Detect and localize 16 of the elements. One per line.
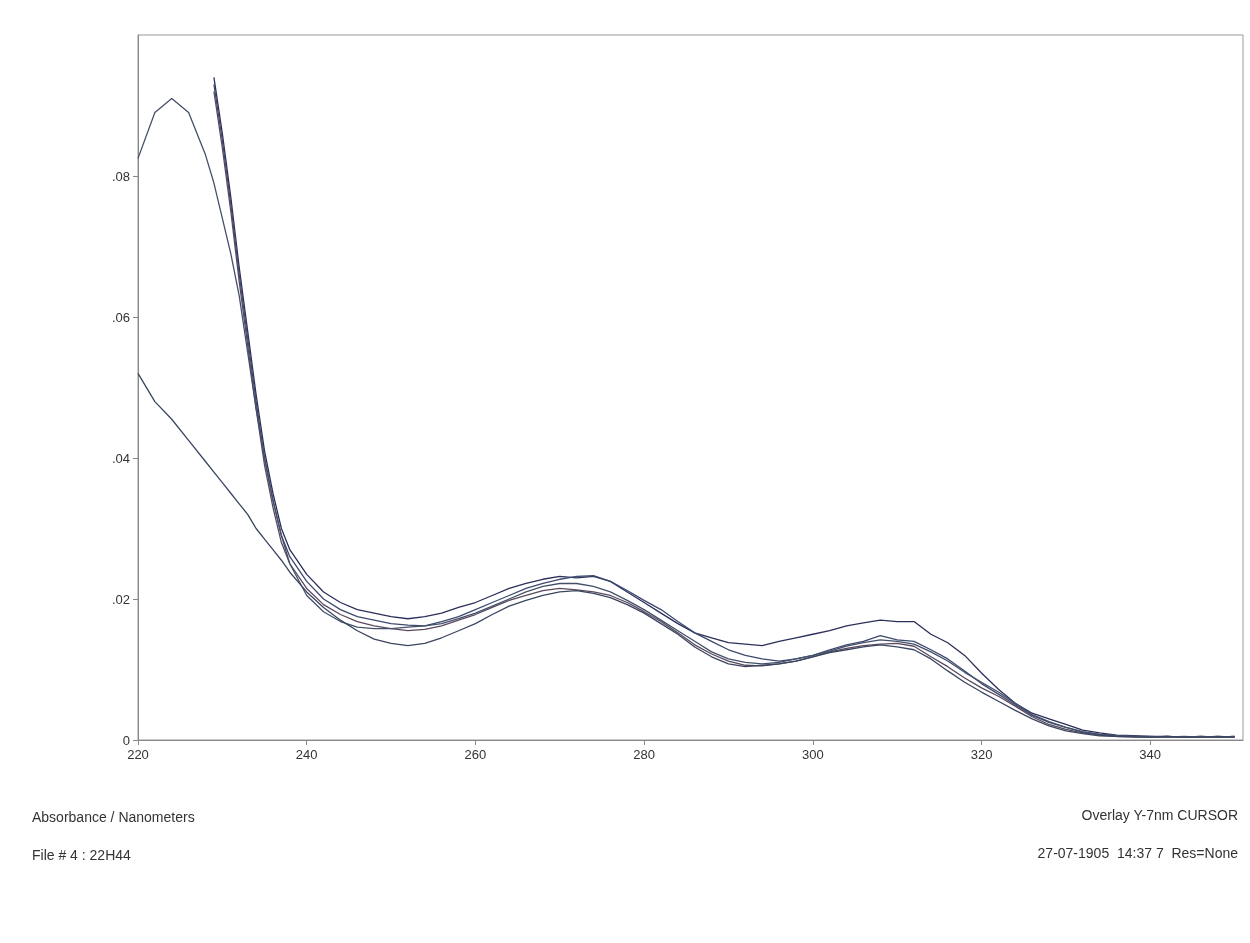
- text: 27-07-1905 14:37 7 Res=None: [1037, 845, 1239, 861]
- y-tick-label: .06: [111, 309, 130, 325]
- text: Absorbance / Nanometers: [32, 809, 195, 825]
- x-tick-label: 280: [633, 747, 655, 762]
- text: File # 4 : 22H44: [32, 847, 132, 863]
- x-tick-label: 240: [295, 747, 318, 762]
- x-tick-label: 220: [127, 747, 149, 762]
- text: Overlay Y-7nm CURSOR: [1081, 807, 1238, 823]
- y-tick-label: 0: [122, 732, 130, 748]
- x-tick-label: 260: [464, 747, 487, 762]
- y-tick-label: .08: [111, 168, 130, 184]
- x-tick-label: 300: [801, 747, 824, 762]
- x-tick-label: 340: [1139, 747, 1162, 762]
- x-tick-label: 320: [970, 747, 993, 762]
- y-tick-label: .04: [111, 450, 130, 466]
- y-tick-label: .02: [111, 591, 130, 607]
